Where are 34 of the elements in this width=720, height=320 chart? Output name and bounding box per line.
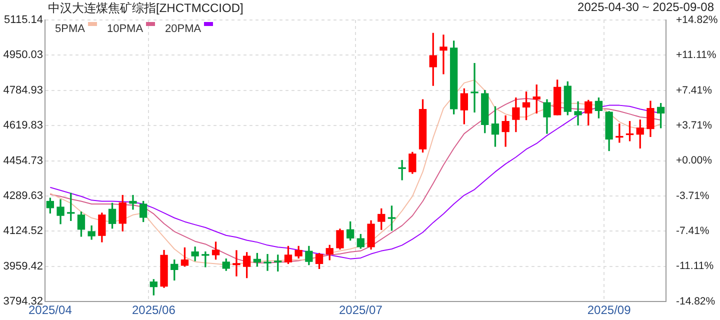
legend-label: 5PMA [55, 23, 85, 35]
legend-label: 10PMA [106, 23, 144, 35]
y2-tick-label: -11.11% [676, 260, 714, 272]
candlestick [398, 160, 406, 180]
y2-tick-label: -7.41% [676, 225, 710, 238]
y-tick-label: 3959.42 [3, 260, 43, 272]
chart-subtitle: 2025-04-30 ~ 2025-09-08 [578, 0, 714, 14]
candlestick [264, 254, 272, 271]
y2-tick-label: +7.41% [676, 84, 712, 96]
y2-tick-label: +14.82% [676, 14, 718, 26]
y2-tick-label: -14.82% [676, 295, 716, 308]
y2-tick-label: +11.11% [676, 49, 716, 62]
y-tick-label: 5115.14 [4, 14, 43, 26]
candlestick [202, 251, 210, 268]
chart-title: 中汉大连煤焦矿综指[ZHCTMCCIOD] [48, 0, 244, 17]
y2-tick-label: +3.71% [676, 119, 712, 132]
candlestick [129, 194, 137, 210]
y-tick-label: 4950.03 [3, 49, 43, 62]
x-tick-label: 2025/09 [587, 303, 632, 318]
y-tick-label: 4784.93 [3, 84, 43, 96]
y-tick-label: 4289.63 [3, 190, 43, 202]
x-tick-label: 2025/06 [132, 303, 176, 318]
x-tick-label: 2025/07 [338, 303, 383, 318]
y-tick-label: 4124.52 [3, 225, 43, 238]
y2-tick-label: +0.00% [676, 154, 712, 167]
y-tick-label: 4619.83 [3, 120, 43, 132]
y-tick-label: 4454.73 [3, 154, 43, 167]
candlestick [470, 62, 478, 112]
candlestick [440, 34, 448, 74]
candlestick [232, 250, 240, 276]
legend-label: 20PMA [165, 23, 202, 35]
candlestick [574, 101, 582, 126]
candlestick [616, 124, 624, 143]
y2-tick-label: -3.71% [676, 190, 710, 202]
